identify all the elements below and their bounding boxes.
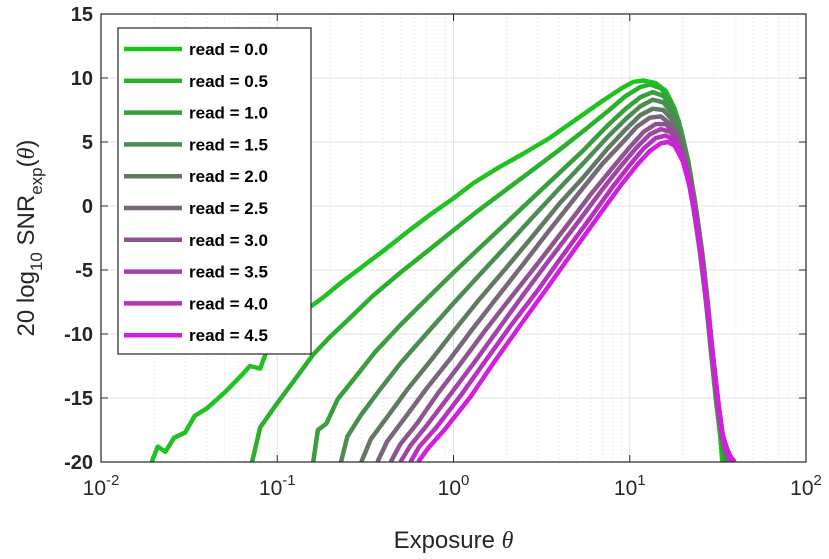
legend-label: read = 2.0 [189, 167, 268, 186]
y-label-part: ( [13, 159, 40, 167]
y-tick-label: 0 [82, 196, 93, 218]
x-tick-exponent: 1 [637, 472, 645, 489]
y-tick-label: -15 [64, 388, 93, 410]
y-tick-label: 15 [71, 4, 93, 26]
y-tick-label: -5 [75, 260, 93, 282]
y-label-part: 20 log [13, 271, 40, 336]
y-label-part: 10 [27, 252, 46, 271]
x-tick-labels: 10-2 10-1 100 101 102 [83, 14, 822, 500]
y-label-part: ) [13, 140, 40, 148]
x-tick-label: 10-1 [259, 472, 296, 500]
y-tick-label: -10 [64, 324, 93, 346]
x-tick-base: 10 [259, 477, 282, 500]
legend-label: read = 2.5 [189, 199, 268, 218]
x-tick-base: 10 [83, 477, 106, 500]
x-tick-exponent: -1 [282, 472, 295, 489]
x-tick-label: 102 [790, 472, 822, 500]
x-tick-base: 10 [438, 477, 461, 500]
legend-label: read = 4.5 [189, 326, 268, 345]
legend-label: read = 4.0 [189, 294, 268, 313]
x-tick-label: 101 [614, 472, 646, 500]
y-axis-label: 20 log10 SNRexp(θ) [13, 140, 46, 337]
y-tick-label: -20 [64, 452, 93, 474]
series-line-2 [310, 89, 728, 462]
y-label-part: exp [27, 167, 46, 194]
x-axis-label: Exposure θ [394, 527, 514, 554]
legend-label: read = 0.5 [189, 72, 268, 91]
legend-label: read = 1.0 [189, 104, 268, 123]
x-tick-base: 10 [614, 477, 637, 500]
plot-lines [149, 78, 737, 462]
y-tick-label: 5 [82, 132, 93, 154]
x-label-text: Exposure [394, 527, 502, 554]
series-line-5 [375, 114, 732, 462]
x-tick-label: 100 [438, 472, 470, 500]
legend-label: read = 3.5 [189, 263, 268, 282]
x-tick-exponent: -2 [106, 472, 119, 489]
x-label-theta: θ [502, 528, 514, 554]
x-tick-exponent: 0 [461, 472, 469, 489]
y-tick-label: 10 [71, 68, 93, 90]
legend-label: read = 3.0 [189, 231, 268, 250]
y-label-part: θ [14, 147, 40, 159]
x-tick-exponent: 2 [814, 472, 822, 489]
axes-frame [100, 13, 807, 463]
x-tick-base: 10 [790, 477, 813, 500]
series-line-9 [416, 139, 737, 462]
legend-label: read = 1.5 [189, 135, 268, 154]
legend: read = 0.0 read = 0.5 read = 1.0 read = 1.5… [117, 27, 312, 355]
y-tick-labels: -20 -15 -10 -5 0 5 10 15 [64, 4, 806, 474]
legend-label: read = 0.0 [189, 40, 268, 59]
x-tick-label: 10-2 [83, 472, 120, 500]
y-label-part: SNR [13, 195, 40, 252]
